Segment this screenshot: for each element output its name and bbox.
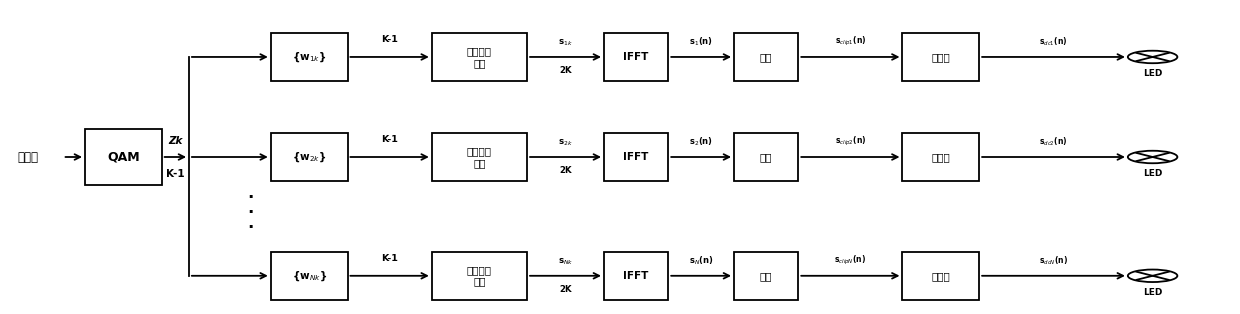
FancyBboxPatch shape (270, 133, 347, 181)
Text: {w$_{Nk}$}: {w$_{Nk}$} (291, 269, 326, 283)
Text: Zk: Zk (169, 136, 182, 146)
FancyBboxPatch shape (604, 133, 668, 181)
Text: IFFT: IFFT (624, 271, 649, 281)
Text: K-1: K-1 (381, 135, 398, 144)
Text: K-1: K-1 (381, 35, 398, 44)
Text: s$_{2k}$: s$_{2k}$ (558, 138, 573, 148)
Text: {w$_{2k}$}: {w$_{2k}$} (291, 150, 326, 164)
Text: s$_2$(n): s$_2$(n) (689, 136, 713, 148)
Text: QAM: QAM (107, 150, 140, 164)
Text: 削波: 削波 (760, 271, 773, 281)
Text: 比特流: 比特流 (17, 150, 38, 164)
FancyBboxPatch shape (270, 33, 347, 81)
FancyBboxPatch shape (903, 252, 980, 300)
Text: 加直流: 加直流 (931, 52, 950, 62)
Text: LED: LED (1143, 288, 1162, 297)
Text: s$_{Nk}$: s$_{Nk}$ (558, 257, 573, 267)
Text: s$_{dc2}$(n): s$_{dc2}$(n) (1039, 136, 1068, 148)
Text: 厕尔米特
映射: 厕尔米特 映射 (467, 265, 492, 287)
Text: s$_{dc1}$(n): s$_{dc1}$(n) (1039, 36, 1068, 48)
FancyBboxPatch shape (604, 33, 668, 81)
Text: s$_{clip1}$(n): s$_{clip1}$(n) (835, 35, 866, 48)
Text: 2K: 2K (559, 66, 572, 75)
Text: 厕尔米特
映射: 厕尔米特 映射 (467, 146, 492, 168)
Text: ·
·
·: · · · (248, 189, 254, 237)
Text: LED: LED (1143, 169, 1162, 178)
Text: K-1: K-1 (381, 254, 398, 263)
Text: s$_{dcN}$(n): s$_{dcN}$(n) (1039, 255, 1068, 267)
Text: s$_N$(n): s$_N$(n) (688, 255, 713, 267)
Text: 削波: 削波 (760, 152, 773, 162)
Text: s$_{clip2}$(n): s$_{clip2}$(n) (835, 135, 866, 148)
Text: 削波: 削波 (760, 52, 773, 62)
Text: s$_{clipN}$(n): s$_{clipN}$(n) (835, 254, 867, 267)
FancyBboxPatch shape (84, 129, 161, 185)
Text: s$_{1k}$: s$_{1k}$ (558, 38, 573, 48)
Text: s$_1$(n): s$_1$(n) (689, 36, 713, 48)
FancyBboxPatch shape (734, 33, 799, 81)
Text: K-1: K-1 (166, 169, 185, 179)
Text: 厕尔米特
映射: 厕尔米特 映射 (467, 46, 492, 68)
Text: 加直流: 加直流 (931, 152, 950, 162)
Text: 2K: 2K (559, 284, 572, 294)
Text: IFFT: IFFT (624, 152, 649, 162)
FancyBboxPatch shape (432, 133, 527, 181)
FancyBboxPatch shape (604, 252, 668, 300)
Text: 加直流: 加直流 (931, 271, 950, 281)
FancyBboxPatch shape (903, 133, 980, 181)
FancyBboxPatch shape (903, 33, 980, 81)
FancyBboxPatch shape (432, 252, 527, 300)
Text: LED: LED (1143, 69, 1162, 78)
FancyBboxPatch shape (734, 133, 799, 181)
FancyBboxPatch shape (734, 252, 799, 300)
Text: {w$_{1k}$}: {w$_{1k}$} (291, 50, 326, 64)
FancyBboxPatch shape (270, 252, 347, 300)
Text: 2K: 2K (559, 166, 572, 175)
Text: IFFT: IFFT (624, 52, 649, 62)
FancyBboxPatch shape (432, 33, 527, 81)
